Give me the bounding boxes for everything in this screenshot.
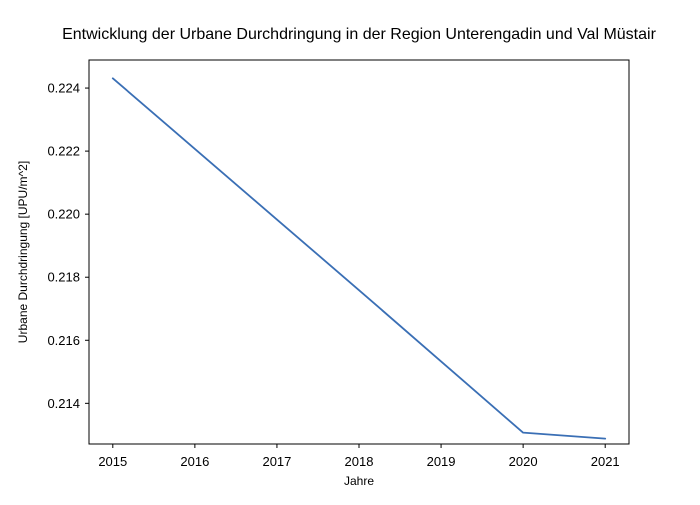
plot-frame — [88, 59, 630, 445]
y-tick-label: 0.216 — [47, 333, 80, 348]
x-tick-label: 2017 — [262, 454, 291, 469]
x-tick-label: 2015 — [98, 454, 127, 469]
y-tick-label: 0.218 — [47, 270, 80, 285]
chart-title: Entwicklung der Urbane Durchdringung in … — [62, 26, 656, 43]
x-axis-ticks: 2015 2016 2017 2018 2019 2020 2021 — [98, 444, 620, 469]
y-tick-label: 0.224 — [47, 81, 80, 96]
y-axis-ticks: 0.214 0.216 0.218 0.220 0.222 0.224 — [47, 81, 89, 411]
series-line — [111, 77, 607, 440]
x-tick-label: 2018 — [345, 454, 374, 469]
x-tick-label: 2016 — [180, 454, 209, 469]
series-layer — [111, 77, 607, 440]
x-tick-label: 2021 — [591, 454, 620, 469]
x-axis-label: Jahre — [344, 474, 374, 488]
y-axis-label: Urbane Durchdringung [UPU/m^2] — [16, 161, 30, 343]
y-tick-label: 0.220 — [47, 207, 80, 222]
y-tick-label: 0.214 — [47, 396, 80, 411]
x-tick-label: 2020 — [509, 454, 538, 469]
y-tick-label: 0.222 — [47, 144, 80, 159]
x-tick-label: 2019 — [427, 454, 456, 469]
